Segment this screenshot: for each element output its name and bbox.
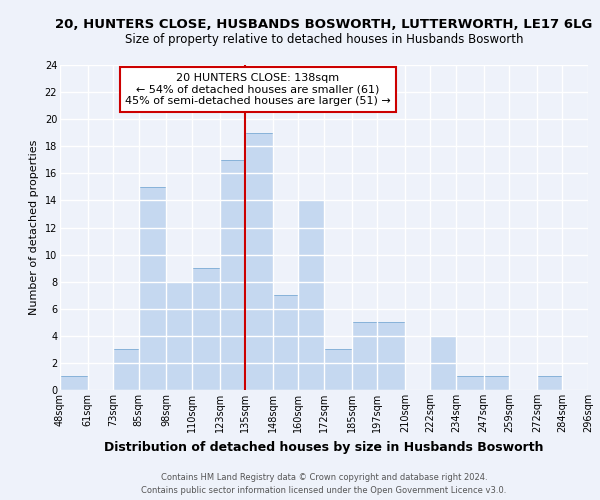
Text: Size of property relative to detached houses in Husbands Bosworth: Size of property relative to detached ho… xyxy=(125,32,523,46)
Bar xyxy=(113,350,139,390)
Bar xyxy=(166,282,192,390)
Bar xyxy=(298,200,324,390)
Bar xyxy=(139,187,166,390)
X-axis label: Distribution of detached houses by size in Husbands Bosworth: Distribution of detached houses by size … xyxy=(104,440,544,454)
Text: 20 HUNTERS CLOSE: 138sqm
← 54% of detached houses are smaller (61)
45% of semi-d: 20 HUNTERS CLOSE: 138sqm ← 54% of detach… xyxy=(125,73,391,106)
Y-axis label: Number of detached properties: Number of detached properties xyxy=(29,140,39,315)
Bar xyxy=(192,268,220,390)
Bar xyxy=(377,322,405,390)
Bar xyxy=(537,376,562,390)
Bar xyxy=(273,295,298,390)
Bar xyxy=(324,350,352,390)
Bar xyxy=(456,376,484,390)
Text: 20, HUNTERS CLOSE, HUSBANDS BOSWORTH, LUTTERWORTH, LE17 6LG: 20, HUNTERS CLOSE, HUSBANDS BOSWORTH, LU… xyxy=(55,18,593,30)
Bar xyxy=(60,376,88,390)
Bar xyxy=(484,376,509,390)
Bar xyxy=(352,322,377,390)
Text: Contains HM Land Registry data © Crown copyright and database right 2024.
Contai: Contains HM Land Registry data © Crown c… xyxy=(142,473,506,495)
Bar xyxy=(588,376,600,390)
Bar xyxy=(220,160,245,390)
Bar xyxy=(430,336,456,390)
Bar xyxy=(245,132,273,390)
